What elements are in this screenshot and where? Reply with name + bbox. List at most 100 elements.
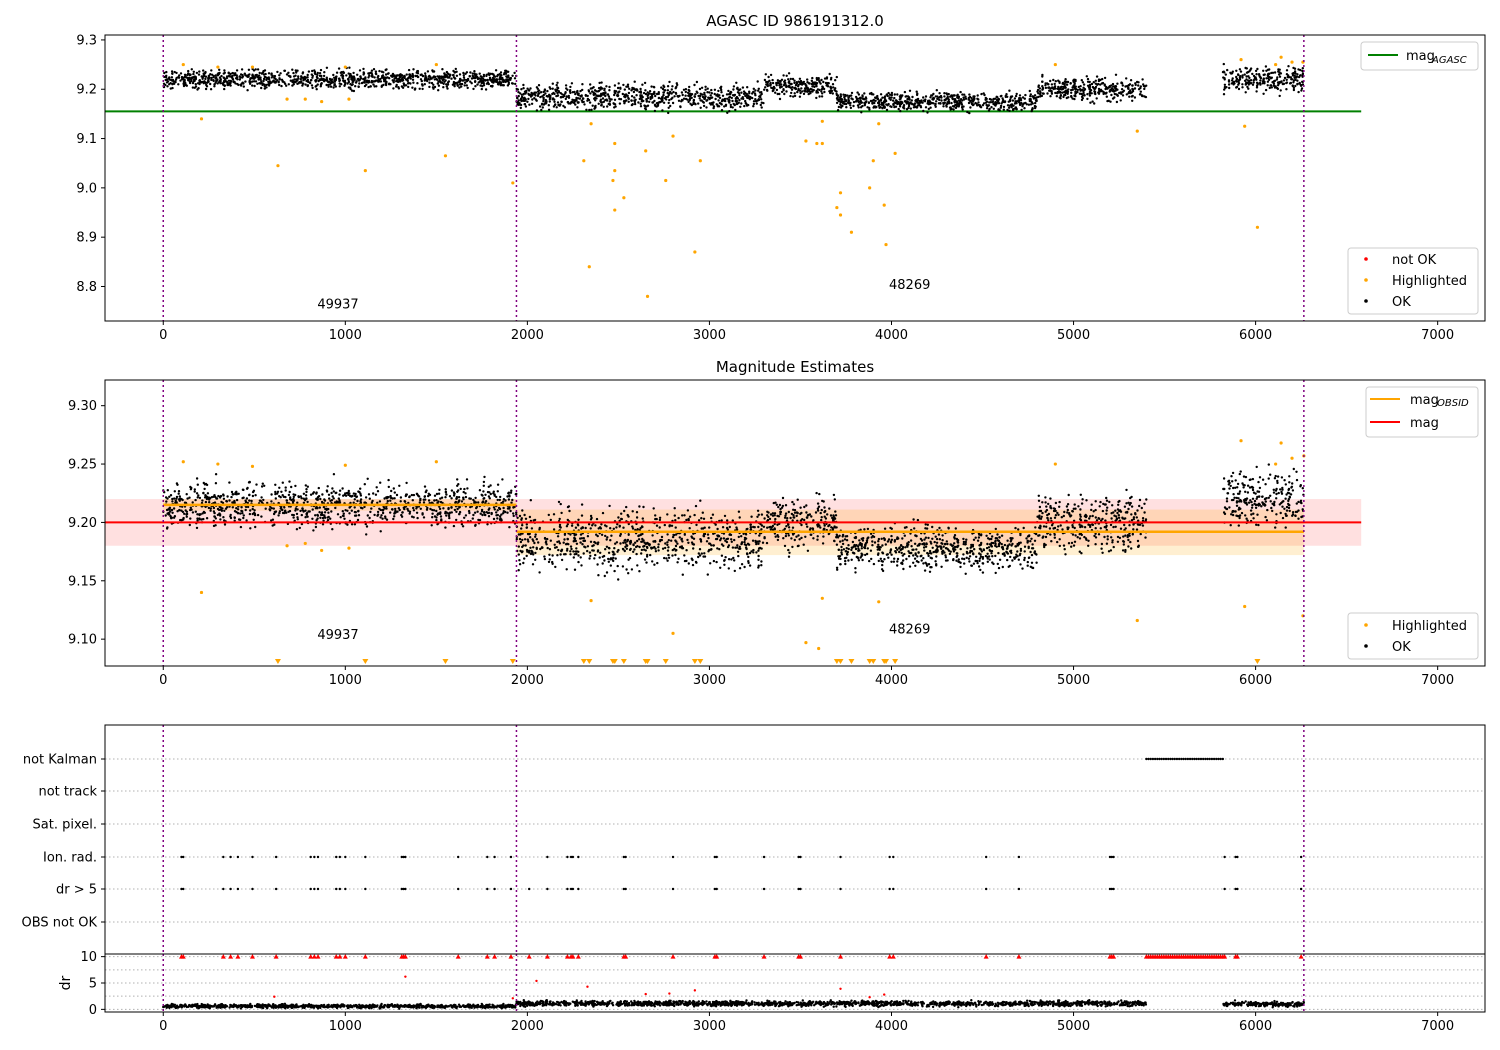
estimates-ok-point [546,546,549,550]
estimates-ok-point [596,550,600,553]
agasc-ok-point [1103,76,1107,80]
agasc-ok-point [1121,94,1125,97]
agasc-ok-point [204,70,207,74]
estimates-ok-point [747,561,750,565]
estimates-ok-point [663,556,666,560]
agasc-ok-point [1125,85,1129,88]
agasc-ytick-label: 9.1 [76,132,97,147]
agasc-ok-point [863,92,866,95]
agasc-ok-point [661,99,664,102]
estimates-ok-point [701,511,704,514]
agasc-ok-point [880,101,884,105]
agasc-ok-point [1245,71,1249,74]
agasc-ok-point [549,87,552,91]
estimates-ok-point [450,497,453,500]
agasc-ok-point [545,94,548,98]
agasc-ok-point [1088,88,1091,91]
agasc-ok-point [1015,102,1018,105]
agasc-ok-point [664,95,668,99]
estimates-ok-point [422,501,426,504]
estimates-ok-point [635,511,639,514]
estimates-ok-point [520,527,523,530]
agasc-ok-point [581,88,584,92]
agasc-ok-point [424,74,427,77]
agasc-ok-point [226,83,229,87]
agasc-highlighted-point [181,62,185,67]
agasc-ok-point [729,105,733,109]
agasc-ok-point [684,97,688,101]
agasc-ok-point [218,76,222,79]
agasc-highlighted-point [664,178,668,183]
agasc-ok-point [674,91,678,95]
agasc-ok-point [676,94,679,98]
agasc-ok-point [930,94,933,97]
estimates-ok-point [488,507,491,510]
agasc-ok-point [333,83,336,87]
agasc-ok-point [346,77,350,81]
agasc-ok-point [816,88,820,91]
estimates-ok-point [347,489,350,493]
agasc-ok-point [639,87,642,91]
estimates-ok-point [279,496,282,499]
estimates-ok-point [643,558,647,561]
estimates-ok-point [580,503,584,506]
agasc-ok-point [428,74,431,78]
agasc-highlighted-point [698,159,702,163]
estimates-ok-point [323,515,326,518]
estimates-ok-point [674,544,678,548]
agasc-ok-point [1223,78,1226,81]
agasc-ok-point [1073,97,1076,101]
agasc-ok-point [441,68,444,71]
agasc-ok-point [1281,82,1285,86]
agasc-ok-point [879,99,883,102]
agasc-ok-point [1286,75,1289,79]
estimates-ok-point [193,490,196,493]
agasc-ok-point [839,98,842,101]
agasc-ok-point [946,97,949,100]
agasc-ok-point [785,84,788,87]
agasc-ok-point [704,85,707,89]
agasc-ok-point [644,92,648,96]
agasc-ok-point [556,81,559,85]
estimates-ok-point [284,509,287,512]
agasc-ok-point [896,93,899,96]
estimates-ok-point [276,490,280,493]
agasc-ok-point [1083,94,1086,97]
estimates-ok-point [392,487,395,490]
estimates-ok-point [747,555,750,559]
estimates-ok-point [721,526,725,529]
agasc-ok-point [460,85,463,88]
estimates-ok-point [569,533,572,536]
agasc-ok-point [809,87,812,91]
agasc-ok-point [304,83,307,86]
agasc-ok-point [222,80,226,83]
estimates-ok-point [195,477,199,480]
estimates-ok-point [170,517,173,520]
agasc-ok-point [516,88,520,91]
agasc-ok-point [894,101,897,105]
agasc-ok-point [530,102,534,106]
agasc-ok-point [235,69,239,72]
agasc-ok-point [1235,69,1238,73]
agasc-ok-point [1301,67,1305,70]
agasc-ok-point [1279,72,1283,75]
agasc-ok-point [276,70,279,74]
agasc-ok-point [1060,85,1063,89]
agasc-ok-point [667,94,670,97]
estimates-ok-point [528,549,531,552]
agasc-legend-swatch [1364,257,1368,261]
agasc-ok-point [778,79,782,83]
agasc-ok-point [1019,97,1022,100]
agasc-ok-point [1052,78,1055,82]
estimates-ok-point [686,509,690,512]
estimates-ok-point [613,553,616,556]
estimates-ok-point [383,497,386,500]
agasc-ok-point [289,79,292,82]
agasc-ok-point [482,79,485,82]
agasc-ok-point [411,75,415,79]
estimates-ok-point [210,496,213,499]
agasc-ok-point [765,80,768,84]
estimates-ok-point [650,546,653,549]
agasc-ok-point [214,81,217,84]
agasc-ok-point [896,100,900,104]
